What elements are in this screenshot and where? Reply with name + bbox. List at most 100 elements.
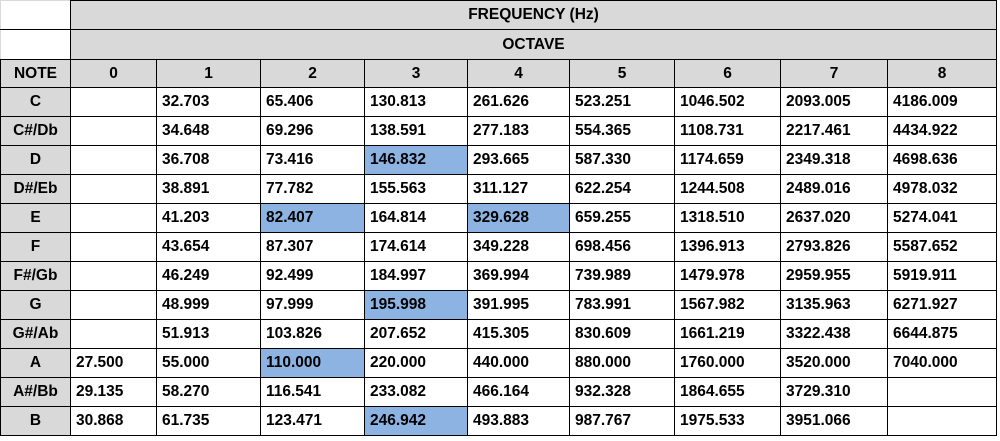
frequency-cell[interactable]: 659.255: [569, 203, 675, 233]
note-label-cell[interactable]: B: [0, 406, 71, 436]
frequency-cell[interactable]: 2637.020: [780, 203, 888, 233]
frequency-cell[interactable]: [70, 319, 157, 349]
frequency-cell[interactable]: 4434.922: [887, 116, 997, 146]
frequency-cell[interactable]: 233.082: [364, 377, 468, 407]
frequency-cell[interactable]: 103.826: [260, 319, 365, 349]
frequency-cell[interactable]: 391.995: [467, 290, 570, 320]
octave-column-header[interactable]: 4: [467, 59, 570, 88]
frequency-cell[interactable]: 155.563: [364, 174, 468, 204]
frequency-cell[interactable]: 36.708: [156, 145, 261, 175]
frequency-cell[interactable]: 2959.955: [780, 261, 888, 291]
corner-cell[interactable]: [0, 0, 71, 30]
frequency-cell[interactable]: 41.203: [156, 203, 261, 233]
frequency-cell[interactable]: 3951.066: [780, 406, 888, 436]
note-label-cell[interactable]: A: [0, 348, 71, 378]
frequency-cell[interactable]: [70, 290, 157, 320]
frequency-cell[interactable]: 1046.502: [674, 87, 781, 117]
frequency-cell[interactable]: 30.868: [70, 406, 157, 436]
frequency-cell[interactable]: 32.703: [156, 87, 261, 117]
frequency-cell[interactable]: 34.648: [156, 116, 261, 146]
frequency-cell[interactable]: 87.307: [260, 232, 365, 262]
frequency-cell[interactable]: 311.127: [467, 174, 570, 204]
octave-column-header[interactable]: 5: [569, 59, 675, 88]
frequency-cell[interactable]: 5274.041: [887, 203, 997, 233]
note-label-cell[interactable]: A#/Bb: [0, 377, 71, 407]
frequency-cell[interactable]: 554.365: [569, 116, 675, 146]
frequency-cell[interactable]: 1396.913: [674, 232, 781, 262]
frequency-cell[interactable]: 369.994: [467, 261, 570, 291]
frequency-cell[interactable]: 1318.510: [674, 203, 781, 233]
frequency-cell[interactable]: 130.813: [364, 87, 468, 117]
frequency-cell[interactable]: [70, 116, 157, 146]
frequency-cell[interactable]: [70, 87, 157, 117]
frequency-cell[interactable]: 27.500: [70, 348, 157, 378]
frequency-cell[interactable]: [70, 145, 157, 175]
frequency-cell[interactable]: [887, 377, 997, 407]
frequency-cell[interactable]: 46.249: [156, 261, 261, 291]
frequency-cell[interactable]: 2217.461: [780, 116, 888, 146]
note-label-cell[interactable]: F: [0, 232, 71, 262]
frequency-cell[interactable]: 2793.826: [780, 232, 888, 262]
frequency-cell[interactable]: 5587.652: [887, 232, 997, 262]
frequency-cell[interactable]: 1661.219: [674, 319, 781, 349]
frequency-cell[interactable]: 138.591: [364, 116, 468, 146]
frequency-cell[interactable]: 587.330: [569, 145, 675, 175]
note-label-cell[interactable]: D: [0, 145, 71, 175]
frequency-cell[interactable]: 3322.438: [780, 319, 888, 349]
frequency-cell[interactable]: 261.626: [467, 87, 570, 117]
octave-column-header[interactable]: 0: [70, 59, 157, 88]
frequency-cell[interactable]: 97.999: [260, 290, 365, 320]
octave-column-header[interactable]: 2: [260, 59, 365, 88]
frequency-cell[interactable]: 220.000: [364, 348, 468, 378]
frequency-cell[interactable]: 6271.927: [887, 290, 997, 320]
note-label-cell[interactable]: G: [0, 290, 71, 320]
frequency-cell[interactable]: 2093.005: [780, 87, 888, 117]
frequency-cell[interactable]: 73.416: [260, 145, 365, 175]
frequency-cell[interactable]: 69.296: [260, 116, 365, 146]
frequency-cell[interactable]: [70, 203, 157, 233]
frequency-cell[interactable]: 207.652: [364, 319, 468, 349]
frequency-cell[interactable]: 61.735: [156, 406, 261, 436]
octave-column-header[interactable]: 1: [156, 59, 261, 88]
frequency-cell[interactable]: 65.406: [260, 87, 365, 117]
frequency-cell[interactable]: 29.135: [70, 377, 157, 407]
frequency-cell[interactable]: 698.456: [569, 232, 675, 262]
note-label-cell[interactable]: C: [0, 87, 71, 117]
frequency-cell[interactable]: 415.305: [467, 319, 570, 349]
highlighted-frequency-cell[interactable]: 195.998: [364, 290, 468, 320]
frequency-cell[interactable]: [70, 261, 157, 291]
frequency-cell[interactable]: 3729.310: [780, 377, 888, 407]
frequency-cell[interactable]: 77.782: [260, 174, 365, 204]
frequency-cell[interactable]: 440.000: [467, 348, 570, 378]
frequency-cell[interactable]: 783.991: [569, 290, 675, 320]
frequency-cell[interactable]: 58.270: [156, 377, 261, 407]
frequency-cell[interactable]: 2349.318: [780, 145, 888, 175]
frequency-cell[interactable]: 466.164: [467, 377, 570, 407]
note-column-header[interactable]: NOTE: [0, 59, 71, 88]
frequency-cell[interactable]: [70, 232, 157, 262]
frequency-cell[interactable]: 184.997: [364, 261, 468, 291]
frequency-cell[interactable]: 43.654: [156, 232, 261, 262]
note-label-cell[interactable]: C#/Db: [0, 116, 71, 146]
frequency-cell[interactable]: 1108.731: [674, 116, 781, 146]
frequency-cell[interactable]: 277.183: [467, 116, 570, 146]
frequency-cell[interactable]: 1760.000: [674, 348, 781, 378]
frequency-cell[interactable]: 5919.911: [887, 261, 997, 291]
frequency-cell[interactable]: 4698.636: [887, 145, 997, 175]
frequency-cell[interactable]: 1975.533: [674, 406, 781, 436]
frequency-cell[interactable]: 92.499: [260, 261, 365, 291]
frequency-cell[interactable]: 739.989: [569, 261, 675, 291]
frequency-cell[interactable]: 1567.982: [674, 290, 781, 320]
frequency-cell[interactable]: 3520.000: [780, 348, 888, 378]
frequency-cell[interactable]: 51.913: [156, 319, 261, 349]
frequency-cell[interactable]: 3135.963: [780, 290, 888, 320]
frequency-cell[interactable]: 349.228: [467, 232, 570, 262]
frequency-cell[interactable]: 830.609: [569, 319, 675, 349]
frequency-cell[interactable]: 1244.508: [674, 174, 781, 204]
highlighted-frequency-cell[interactable]: 82.407: [260, 203, 365, 233]
octave-column-header[interactable]: 7: [780, 59, 888, 88]
frequency-cell[interactable]: 123.471: [260, 406, 365, 436]
note-label-cell[interactable]: F#/Gb: [0, 261, 71, 291]
frequency-cell[interactable]: 293.665: [467, 145, 570, 175]
frequency-cell[interactable]: 622.254: [569, 174, 675, 204]
